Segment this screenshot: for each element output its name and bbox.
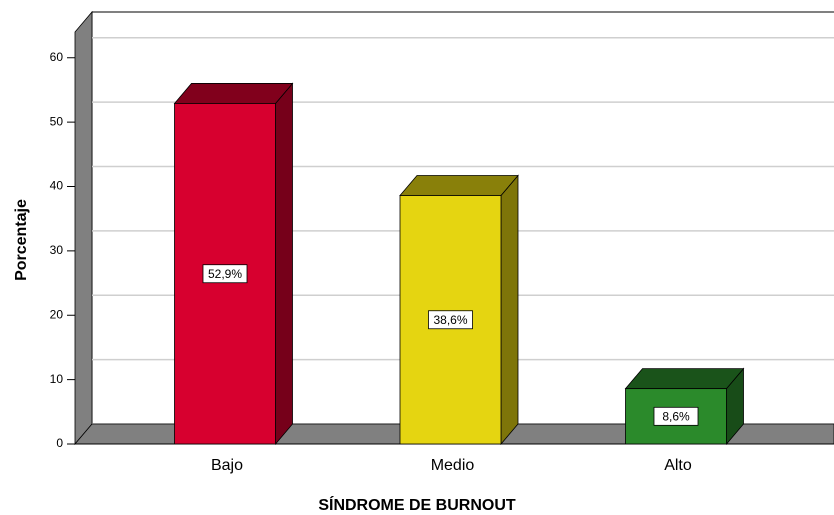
y-tick-label: 20 [50, 307, 64, 321]
bar-side [275, 82, 293, 446]
x-tick-label: Medio [431, 457, 475, 474]
x-tick-label: Alto [664, 457, 692, 474]
y-tick-label: 30 [50, 243, 64, 257]
bar-side [500, 174, 519, 446]
y-tick-label: 0 [56, 436, 63, 450]
y-tick-label: 60 [50, 50, 64, 64]
bar-top [399, 175, 519, 196]
value-label: 38,6% [433, 313, 467, 327]
bar-top [624, 368, 745, 390]
value-label-box [653, 406, 699, 426]
bar-top [173, 83, 294, 104]
left-wall [74, 10, 93, 446]
y-tick-label: 10 [50, 372, 64, 386]
value-label-box [202, 264, 248, 284]
value-label: 52,9% [208, 267, 242, 281]
value-label: 8,6% [662, 409, 690, 423]
value-label-box [428, 310, 473, 330]
x-tick-label: Bajo [211, 457, 243, 474]
y-tick-label: 50 [50, 114, 64, 128]
y-tick-label: 40 [50, 179, 64, 193]
y-axis-label: Porcentaje [13, 199, 30, 281]
x-axis-label: SÍNDROME DE BURNOUT [318, 495, 516, 514]
